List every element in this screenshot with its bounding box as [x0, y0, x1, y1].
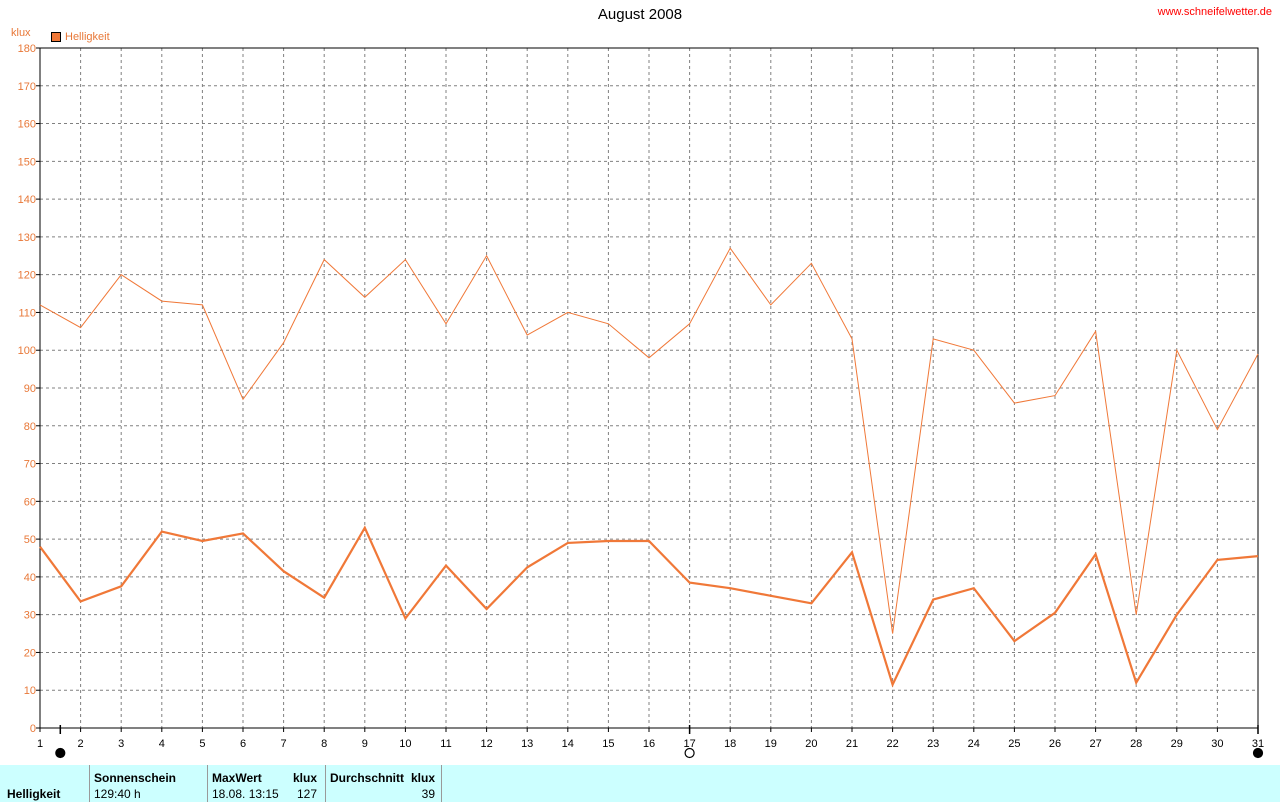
y-tick-label: 40 — [24, 572, 36, 584]
y-tick-label: 120 — [18, 270, 36, 282]
x-tick-label: 11 — [440, 738, 451, 750]
y-tick-label: 0 — [30, 723, 36, 735]
x-tick-label: 5 — [199, 738, 205, 750]
brightness-chart: 0102030405060708090100110120130140150160… — [18, 43, 1264, 759]
x-tick-label: 27 — [1089, 738, 1101, 750]
x-tick-label: 13 — [521, 738, 533, 750]
x-tick-label: 29 — [1171, 738, 1183, 750]
average-value: 39 — [421, 787, 435, 801]
legend-label: Helligkeit — [65, 31, 110, 43]
x-tick-label: 18 — [724, 738, 736, 750]
footer-sunshine-cell: Sonnenschein 129:40 h — [90, 765, 208, 802]
y-tick-label: 80 — [24, 421, 36, 433]
max-value: 127 — [296, 787, 317, 801]
y-tick-label: 60 — [24, 496, 36, 508]
y-tick-label: 50 — [24, 534, 36, 546]
legend-swatch — [51, 32, 61, 42]
footer-average-cell: Durchschnitt klux 39 — [326, 765, 442, 802]
x-tick-label: 30 — [1211, 738, 1223, 750]
max-unit: klux — [293, 771, 318, 785]
x-tick-label: 22 — [886, 738, 898, 750]
x-tick-label: 4 — [159, 738, 165, 750]
x-tick-label: 26 — [1049, 738, 1061, 750]
y-axis-unit: klux — [11, 27, 31, 39]
y-tick-label: 140 — [18, 194, 36, 206]
x-tick-label: 7 — [281, 738, 287, 750]
x-tick-label: 23 — [927, 738, 939, 750]
series-line-maximum — [39, 247, 1259, 634]
moon-new-icon — [1252, 747, 1264, 759]
x-tick-label: 3 — [118, 738, 124, 750]
x-tick-label: 28 — [1130, 738, 1142, 750]
y-tick-label: 160 — [18, 119, 36, 131]
plot-frame — [39, 47, 1259, 729]
max-time: 18.08. 13:15 — [212, 787, 279, 801]
x-tick-label: 17 — [683, 738, 695, 750]
y-tick-label: 170 — [18, 81, 36, 93]
footer-max-cell: MaxWert klux 18.08. 13:15 127 — [208, 765, 326, 802]
x-tick-label: 6 — [240, 738, 246, 750]
legend: Helligkeit — [51, 31, 110, 43]
sunshine-value: 129:40 h — [94, 787, 141, 801]
moon-full-icon — [684, 747, 695, 759]
series-line-average — [39, 525, 1259, 688]
y-tick-label: 100 — [18, 345, 36, 357]
max-label: MaxWert — [212, 771, 262, 785]
website-link[interactable]: www.schneifelwetter.de — [1157, 6, 1272, 18]
average-label: Durchschnitt — [330, 771, 405, 785]
x-tick-label: 16 — [643, 738, 655, 750]
average-unit: klux — [411, 771, 436, 785]
x-tick-label: 14 — [562, 738, 574, 750]
y-tick-label: 130 — [18, 232, 36, 244]
footer-row-label-cell: Helligkeit — [0, 765, 90, 802]
x-tick-label: 1 — [37, 738, 43, 750]
x-tick-label: 15 — [602, 738, 614, 750]
y-tick-label: 150 — [18, 156, 36, 168]
x-tick-label: 10 — [399, 738, 411, 750]
x-tick-label: 9 — [362, 738, 368, 750]
footer-row-label: Helligkeit — [7, 787, 61, 801]
x-tick-label: 21 — [846, 738, 858, 750]
x-tick-label: 12 — [480, 738, 492, 750]
x-tick-label: 20 — [805, 738, 817, 750]
x-tick-label: 24 — [968, 738, 980, 750]
x-tick-label: 25 — [1008, 738, 1020, 750]
chart-title: August 2008 — [597, 6, 683, 23]
y-tick-label: 90 — [24, 383, 36, 395]
summary-footer: Helligkeit Sonnenschein 129:40 h MaxWert… — [0, 765, 1280, 802]
moon-new-icon — [55, 747, 66, 759]
y-tick-label: 110 — [18, 307, 36, 319]
x-tick-label: 19 — [765, 738, 777, 750]
x-tick-label: 8 — [321, 738, 327, 750]
x-tick-label: 2 — [78, 738, 84, 750]
y-tick-label: 180 — [18, 43, 36, 55]
y-tick-label: 70 — [24, 459, 36, 471]
y-tick-label: 10 — [24, 685, 36, 697]
x-tick-label: 31 — [1252, 738, 1264, 750]
y-tick-label: 30 — [24, 610, 36, 622]
y-tick-label: 20 — [24, 647, 36, 659]
sunshine-label: Sonnenschein — [94, 771, 177, 785]
